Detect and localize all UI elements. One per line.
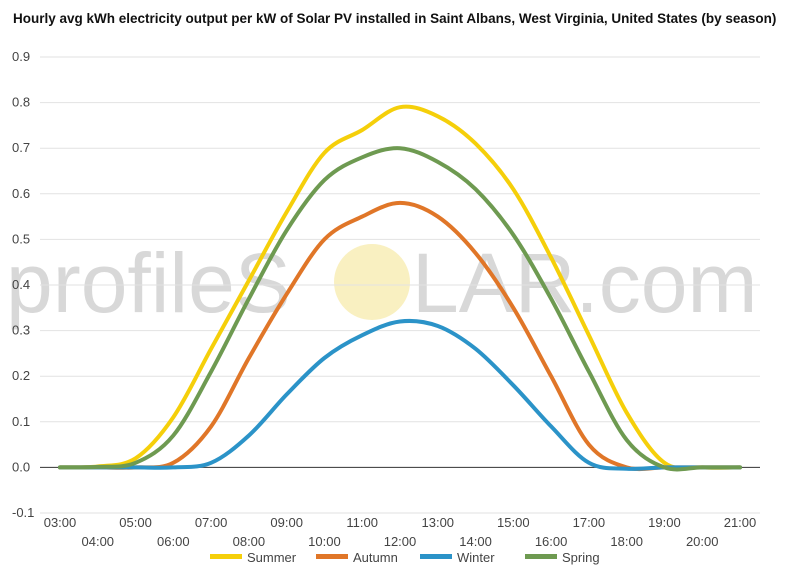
legend-swatch xyxy=(525,554,557,559)
series-line-spring xyxy=(58,146,742,472)
y-tick-label: 0.0 xyxy=(12,459,30,474)
y-tick-label: 0.1 xyxy=(12,414,30,429)
y-tick-label: 0.7 xyxy=(12,140,30,155)
x-tick-label: 07:00 xyxy=(195,515,228,530)
x-tick-label: 09:00 xyxy=(270,515,303,530)
legend-label: Summer xyxy=(247,550,297,565)
watermark-text-right: LAR.com xyxy=(412,236,757,330)
x-tick-label: 10:00 xyxy=(308,534,341,549)
legend-item-summer[interactable]: Summer xyxy=(210,550,297,565)
x-tick-label: 11:00 xyxy=(346,515,378,530)
y-tick-label: -0.1 xyxy=(12,505,34,520)
x-tick-label: 16:00 xyxy=(535,534,568,549)
watermark-text-left: profileS xyxy=(6,236,291,330)
x-tick-label: 03:00 xyxy=(44,515,77,530)
legend-label: Spring xyxy=(562,550,600,565)
x-tick-label: 04:00 xyxy=(82,534,115,549)
x-tick-label: 08:00 xyxy=(233,534,266,549)
legend-swatch xyxy=(316,554,348,559)
series-line-winter xyxy=(58,318,742,471)
x-tick-label: 17:00 xyxy=(573,515,606,530)
watermark: profileS LAR.com xyxy=(6,236,757,330)
y-tick-label: 0.2 xyxy=(12,368,30,383)
y-tick-label: 0.3 xyxy=(12,323,30,338)
legend-item-winter[interactable]: Winter xyxy=(420,550,495,565)
x-tick-label: 19:00 xyxy=(648,515,681,530)
legend-item-spring[interactable]: Spring xyxy=(525,550,600,565)
series-line-summer xyxy=(58,104,742,471)
legend-swatch xyxy=(210,554,242,559)
y-tick-label: 0.8 xyxy=(12,95,30,110)
y-tick-label: 0.9 xyxy=(12,49,30,64)
x-tick-label: 18:00 xyxy=(610,534,643,549)
x-tick-label: 12:00 xyxy=(384,534,417,549)
y-tick-label: 0.4 xyxy=(12,277,30,292)
y-tick-label: 0.6 xyxy=(12,186,30,201)
x-tick-label: 05:00 xyxy=(119,515,152,530)
legend-label: Autumn xyxy=(353,550,398,565)
x-tick-label: 20:00 xyxy=(686,534,719,549)
x-tick-label: 13:00 xyxy=(422,515,455,530)
chart-title: Hourly avg kWh electricity output per kW… xyxy=(13,11,777,26)
watermark-sun-icon xyxy=(334,244,410,320)
legend-item-autumn[interactable]: Autumn xyxy=(316,550,398,565)
x-tick-label: 14:00 xyxy=(459,534,492,549)
y-tick-label: 0.5 xyxy=(12,231,30,246)
x-tick-label: 06:00 xyxy=(157,534,190,549)
x-tick-label: 21:00 xyxy=(724,515,757,530)
legend-label: Winter xyxy=(457,550,495,565)
legend-swatch xyxy=(420,554,452,559)
x-tick-label: 15:00 xyxy=(497,515,530,530)
